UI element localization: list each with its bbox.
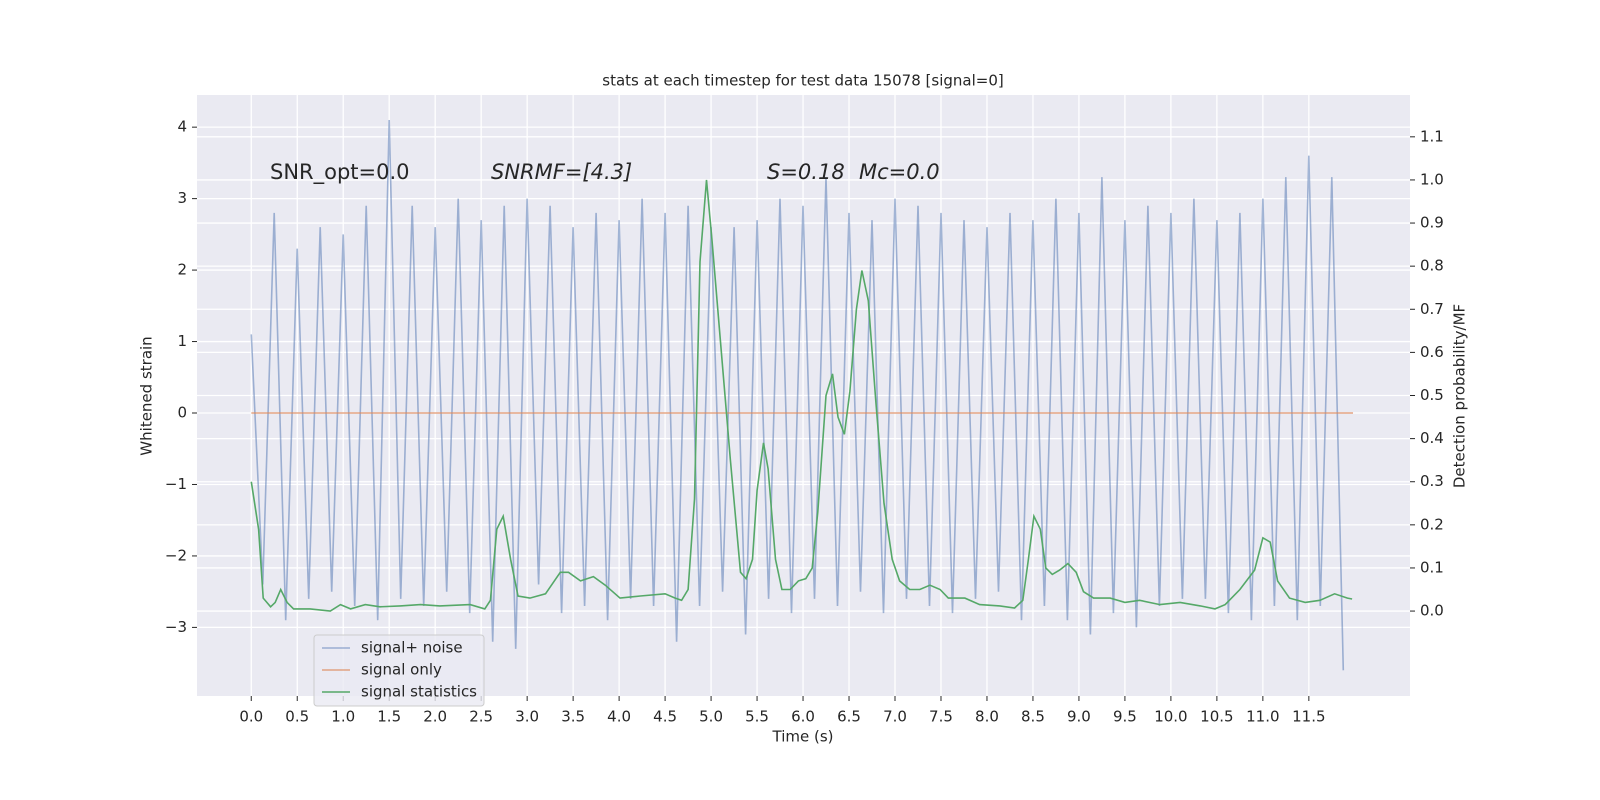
y-tick-label: −1 (165, 475, 187, 493)
x-tick-label: 6.5 (837, 708, 861, 726)
x-axis-label: Time (s) (772, 728, 834, 746)
y-tick-label: −2 (165, 546, 187, 564)
y2-tick-label: 0.1 (1420, 558, 1444, 576)
x-tick-label: 1.0 (331, 708, 355, 726)
y-tick-label: −3 (165, 618, 187, 636)
y2-tick-label: 0.2 (1420, 515, 1444, 533)
x-tick-label: 11.5 (1292, 708, 1325, 726)
y2-tick-label: 0.7 (1420, 300, 1444, 318)
x-tick-label: 4.0 (607, 708, 631, 726)
y-tick-label: 0 (177, 404, 187, 422)
y-tick-label: 4 (177, 118, 187, 136)
y2-tick-label: 1.0 (1420, 170, 1444, 188)
y2-tick-label: 0.8 (1420, 257, 1444, 275)
x-tick-label: 2.5 (469, 708, 493, 726)
y2-tick-label: 0.5 (1420, 386, 1444, 404)
x-tick-label: 8.5 (1021, 708, 1045, 726)
y2-axis-label: Detection probability/MF (1451, 304, 1469, 488)
x-tick-label: 7.0 (883, 708, 907, 726)
annotation: S=0.18 (767, 160, 845, 184)
y2-tick-label: 0.3 (1420, 472, 1444, 490)
legend-label: signal only (361, 661, 442, 679)
legend-label: signal statistics (361, 683, 477, 701)
x-tick-label: 11.0 (1246, 708, 1279, 726)
x-tick-label: 2.0 (423, 708, 447, 726)
legend-box (313, 634, 485, 707)
x-tick-label: 0.0 (239, 708, 263, 726)
x-tick-label: 10.0 (1154, 708, 1187, 726)
y2-tick-label: 0.9 (1420, 214, 1444, 232)
x-tick-label: 10.5 (1200, 708, 1233, 726)
annotation: SNRMF=[4.3] (491, 160, 632, 184)
series-line (250, 119, 1345, 671)
x-tick-label: 3.0 (515, 708, 539, 726)
y2-tick-label: 1.1 (1420, 127, 1444, 145)
y-tick-label: 3 (177, 189, 187, 207)
x-tick-label: 6.0 (791, 708, 815, 726)
x-tick-label: 5.5 (745, 708, 769, 726)
y2-tick-label: 0.0 (1420, 602, 1444, 620)
y-tick-label: 2 (177, 261, 187, 279)
x-tick-label: 4.5 (653, 708, 677, 726)
annotation: Mc=0.0 (859, 160, 940, 184)
x-tick-label: 8.0 (975, 708, 999, 726)
annotation: SNR_opt=0.0 (270, 160, 410, 185)
legend-label: signal+ noise (361, 639, 463, 657)
y-tick-label: 1 (177, 332, 187, 350)
x-tick-label: 1.5 (377, 708, 401, 726)
x-tick-label: 9.5 (1113, 708, 1137, 726)
chart-title: stats at each timestep for test data 150… (602, 72, 1003, 90)
y2-tick-label: 0.6 (1420, 343, 1444, 361)
y2-tick-label: 0.4 (1420, 429, 1444, 447)
x-tick-label: 5.0 (699, 708, 723, 726)
x-tick-label: 0.5 (285, 708, 309, 726)
x-tick-label: 3.5 (561, 708, 585, 726)
x-tick-label: 9.0 (1067, 708, 1091, 726)
series-line (250, 179, 1353, 612)
x-tick-label: 7.5 (929, 708, 953, 726)
y-axis-label: Whitened strain (138, 336, 156, 455)
